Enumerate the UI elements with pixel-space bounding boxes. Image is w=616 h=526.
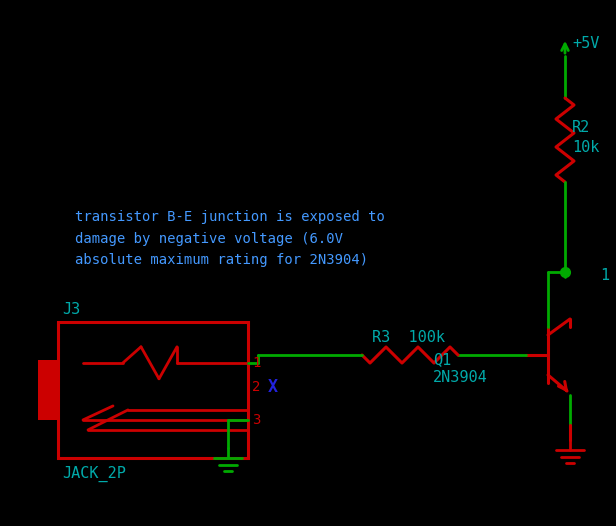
- Text: R3  100k: R3 100k: [372, 329, 445, 345]
- Text: +5V: +5V: [572, 35, 599, 50]
- Text: 1: 1: [600, 268, 609, 284]
- Text: 3: 3: [252, 413, 261, 427]
- Text: 10k: 10k: [572, 140, 599, 156]
- Text: 2N3904: 2N3904: [433, 369, 488, 385]
- Text: 2: 2: [252, 380, 261, 394]
- Text: transistor B-E junction is exposed to
damage by negative voltage (6.0V
absolute : transistor B-E junction is exposed to da…: [75, 210, 385, 267]
- Text: Q1: Q1: [433, 352, 452, 368]
- Bar: [38, 360, 58, 420]
- Bar: [58, 322, 248, 458]
- Text: X: X: [268, 378, 278, 396]
- Text: JACK_2P: JACK_2P: [62, 466, 126, 482]
- Text: R2: R2: [572, 120, 590, 136]
- Text: J3: J3: [62, 302, 80, 318]
- Text: 1: 1: [252, 356, 261, 370]
